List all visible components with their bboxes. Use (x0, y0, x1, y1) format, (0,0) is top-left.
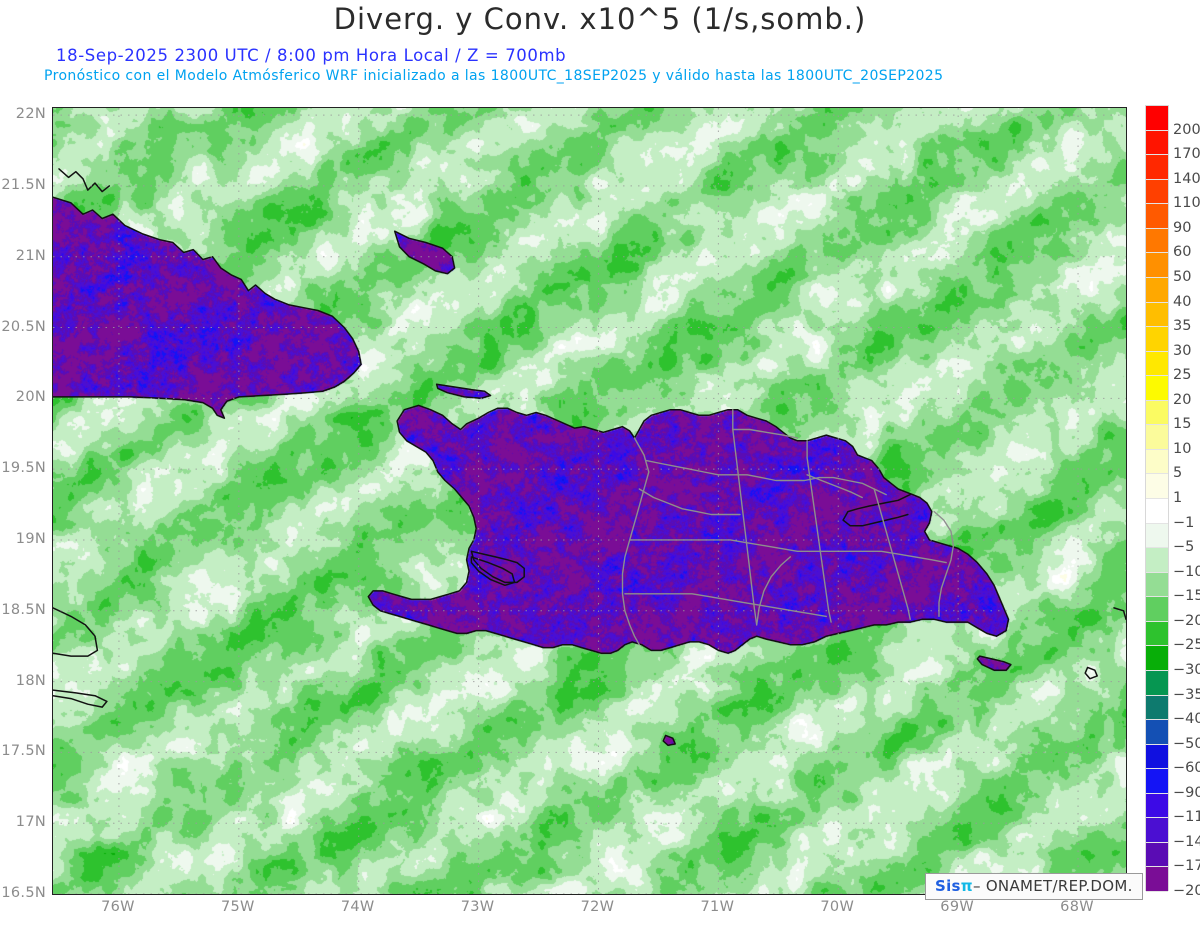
attribution-badge: Sisπ– ONAMET/REP.DOM. (925, 873, 1143, 900)
latitude-tick-label: 19.5N (1, 460, 46, 477)
brand-symbol-label: π (960, 877, 973, 895)
divergence-convergence-shading (53, 108, 1126, 894)
colorbar-tick-label: −90 (1173, 784, 1200, 801)
colorbar-swatch (1146, 720, 1168, 745)
colorbar-swatch (1146, 523, 1168, 549)
latitude-tick-label: 17.5N (1, 743, 46, 760)
page-title: Diverg. y Conv. x10^5 (1/s,somb.) (333, 2, 867, 36)
colorbar-tick-label: −35 (1173, 686, 1200, 703)
latitude-tick-label: 20.5N (1, 318, 46, 335)
colorbar-tick-label: 15 (1173, 416, 1192, 433)
longitude-tick-label: 74W (340, 899, 375, 915)
colorbar-tick-label: −10 (1173, 563, 1200, 580)
colorbar-tick-label: −5 (1173, 539, 1195, 556)
colorbar-tick-label: 140 (1173, 170, 1200, 187)
map-plot-area[interactable] (52, 107, 1127, 895)
colorbar-swatch (1146, 130, 1168, 156)
colorbar-swatch (1146, 351, 1168, 377)
longitude-tick-label: 68W (1060, 899, 1094, 915)
colorbar-swatch (1146, 499, 1168, 524)
colorbar-swatch (1146, 106, 1168, 131)
longitude-tick-label: 76W (101, 899, 135, 915)
colorbar-tick-label: 5 (1173, 465, 1183, 482)
colorbar-swatch (1146, 842, 1168, 868)
colorbar-swatch (1146, 744, 1168, 770)
colorbar-tick-label: −1 (1173, 514, 1195, 531)
colorbar-swatch (1146, 425, 1168, 450)
attribution-separator: – (972, 877, 986, 895)
colorbar-tick-label: 10 (1173, 440, 1192, 457)
colorbar-tick-label: 50 (1173, 268, 1192, 285)
longitude-tick-label: 73W (460, 899, 495, 915)
colorbar-tick-label: −30 (1173, 661, 1200, 678)
colorbar-swatch (1146, 228, 1168, 254)
colorbar-swatch (1146, 621, 1168, 647)
colorbar-tick-label: −140 (1173, 833, 1200, 850)
forecast-valid-time: 18-Sep-2025 2300 UTC / 8:00 pm Hora Loca… (56, 46, 567, 65)
coastline-overlay (53, 168, 1126, 747)
colorbar-tick-label: −200 (1173, 883, 1200, 899)
colorbar-swatch (1146, 597, 1168, 622)
colorbar-swatch (1146, 327, 1168, 352)
latitude-tick-label: 20N (15, 389, 46, 406)
agency-label: ONAMET/REP.DOM. (985, 877, 1133, 895)
latitude-tick-label: 22N (15, 106, 46, 123)
colorbar-tick-label: 200 (1173, 121, 1200, 138)
colorbar[interactable] (1145, 105, 1169, 892)
colorbar-swatch (1146, 474, 1168, 499)
colorbar-swatch (1146, 769, 1168, 794)
colorbar-swatch (1146, 400, 1168, 426)
colorbar-tick-label: 25 (1173, 367, 1192, 384)
colorbar-swatch (1146, 253, 1168, 278)
colorbar-swatch (1146, 548, 1168, 573)
colorbar-tick-label: 170 (1173, 146, 1200, 163)
longitude-tick-label: 70W (820, 899, 855, 915)
colorbar-tick-label: −60 (1173, 760, 1200, 777)
colorbar-swatch (1146, 302, 1168, 328)
colorbar-swatch (1146, 572, 1168, 598)
longitude-tick-label: 72W (580, 899, 615, 915)
colorbar-swatch (1146, 793, 1168, 819)
colorbar-tick-label: 35 (1173, 318, 1192, 335)
longitude-tick-label: 75W (220, 899, 255, 915)
colorbar-tick-label: 110 (1173, 195, 1200, 212)
colorbar-tick-label: 40 (1173, 293, 1192, 310)
colorbar-swatch (1146, 867, 1168, 892)
colorbar-tick-label: −25 (1173, 637, 1200, 654)
colorbar-tick-label: −170 (1173, 858, 1200, 875)
latitude-tick-label: 21.5N (1, 176, 46, 193)
colorbar-swatch (1146, 277, 1168, 303)
colorbar-swatch (1146, 449, 1168, 475)
latitude-tick-label: 19N (15, 530, 46, 547)
colorbar-tick-label: 20 (1173, 391, 1192, 408)
latitude-tick-label: 17N (15, 814, 46, 831)
colorbar-tick-label: 30 (1173, 342, 1192, 359)
colorbar-tick-label: 90 (1173, 219, 1192, 236)
colorbar-swatch (1146, 670, 1168, 696)
longitude-tick-label: 71W (700, 899, 735, 915)
colorbar-tick-label: 1 (1173, 490, 1183, 506)
colorbar-tick-label: −50 (1173, 735, 1200, 752)
model-run-description: Pronóstico con el Modelo Atmósferico WRF… (44, 68, 944, 84)
colorbar-tick-label: −15 (1173, 588, 1200, 605)
colorbar-swatch (1146, 818, 1168, 843)
colorbar-swatch (1146, 646, 1168, 671)
latitude-tick-label: 21N (15, 247, 46, 264)
colorbar-tick-label: −40 (1173, 711, 1200, 728)
latitude-tick-label: 18N (15, 672, 46, 689)
colorbar-tick-label: −110 (1173, 809, 1200, 826)
longitude-tick-label: 69W (940, 899, 974, 915)
colorbar-swatch (1146, 155, 1168, 180)
lat-lon-gridlines (53, 108, 1126, 894)
colorbar-tick-label: 60 (1173, 244, 1192, 261)
colorbar-swatch (1146, 179, 1168, 205)
latitude-tick-label: 16.5N (1, 885, 46, 901)
brand-prefix-label: Sis (935, 877, 961, 895)
colorbar-swatch (1146, 204, 1168, 229)
colorbar-tick-label: −20 (1173, 612, 1200, 629)
latitude-tick-label: 18.5N (1, 601, 46, 618)
colorbar-swatch (1146, 376, 1168, 401)
colorbar-swatch (1146, 695, 1168, 721)
